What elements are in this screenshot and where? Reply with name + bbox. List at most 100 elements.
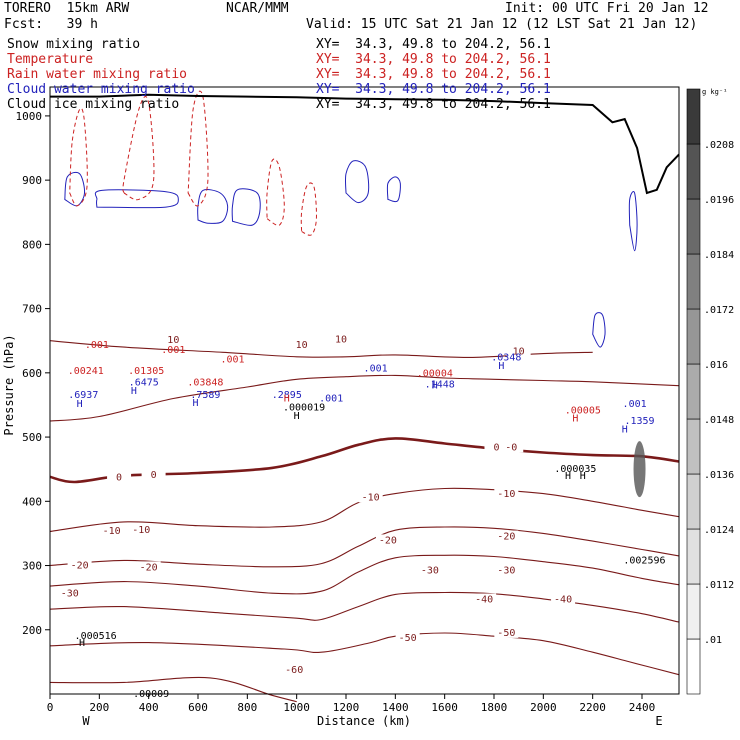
x-tick-label: 1200 bbox=[333, 701, 360, 714]
y-tick-label: 400 bbox=[22, 495, 42, 508]
cloud-contour-layer bbox=[64, 90, 646, 498]
isotherm-line bbox=[49, 487, 680, 533]
x-tick-label: 0 bbox=[47, 701, 54, 714]
isotherm-label: -30 bbox=[421, 566, 439, 577]
colorbar-swatch bbox=[686, 308, 701, 365]
isotherm-label-bg bbox=[107, 471, 132, 483]
terrain-profile bbox=[50, 93, 680, 195]
colorbar-label: .0196 bbox=[704, 195, 734, 206]
max-value-label: .001 bbox=[85, 340, 109, 351]
cloud-water-contour bbox=[231, 188, 261, 226]
x-tick-label: 200 bbox=[89, 701, 109, 714]
y-tick-label: 900 bbox=[22, 174, 42, 187]
isotherm-label: -10 bbox=[497, 489, 515, 500]
max-value-label: H bbox=[565, 471, 571, 482]
isotherm-label: 10 bbox=[335, 334, 347, 345]
field-label-rain: Rain water mixing ratio bbox=[7, 67, 188, 82]
x-tick-label: 1000 bbox=[283, 701, 310, 714]
field-xy-cloud-water: XY= 34.3, 49.8 to 204.2, 56.1 bbox=[316, 82, 551, 97]
colorbar-label: .01 bbox=[704, 635, 722, 646]
max-value-label: .00009 bbox=[133, 689, 169, 700]
max-value-label: .6937 bbox=[68, 390, 98, 401]
isotherm-label: -20 bbox=[140, 562, 158, 573]
max-value-label: .00004 bbox=[417, 369, 453, 380]
model-title: TORERO 15km ARW bbox=[4, 1, 130, 16]
colorbar-swatch bbox=[686, 253, 701, 310]
x-tick-label: 1800 bbox=[481, 701, 508, 714]
max-value-label: .001 bbox=[319, 394, 343, 405]
isotherm-label: -50 bbox=[497, 628, 515, 639]
rain-water-contour bbox=[69, 107, 88, 207]
field-label-snow: Snow mixing ratio bbox=[7, 37, 141, 52]
cloud-water-contour bbox=[197, 189, 229, 224]
plot-area bbox=[50, 87, 679, 694]
x-tick-label: 2000 bbox=[530, 701, 557, 714]
isotherm-label: 0 bbox=[493, 442, 499, 453]
max-value-label: .1359 bbox=[624, 416, 654, 427]
max-value-label: .001 bbox=[220, 355, 244, 366]
x-tick-label: 2200 bbox=[579, 701, 606, 714]
max-value-label: .7589 bbox=[190, 390, 220, 401]
colorbar-swatch bbox=[686, 418, 701, 475]
y-tick-label: 500 bbox=[22, 431, 42, 444]
isotherm-label: -30 bbox=[497, 566, 515, 577]
isotherm-label: -10 bbox=[103, 526, 121, 537]
max-value-label: .03848 bbox=[187, 378, 223, 389]
center-title: NCAR/MMM bbox=[226, 1, 289, 16]
rain-water-contour bbox=[300, 182, 317, 236]
colorbar-label: .0208 bbox=[704, 140, 734, 151]
isotherm-label: -20 bbox=[497, 532, 515, 543]
max-value-label: .00241 bbox=[68, 366, 104, 377]
rain-water-contour bbox=[122, 96, 155, 201]
isotherm-label-bg bbox=[289, 339, 314, 351]
max-value-label: .002596 bbox=[623, 556, 665, 567]
y-tick-label: 800 bbox=[22, 238, 42, 251]
field-label-cloud-ice: Cloud ice mixing ratio bbox=[7, 97, 180, 112]
max-value-label: H bbox=[79, 638, 85, 649]
west-end-label: W bbox=[82, 714, 90, 728]
cloud-water-contour bbox=[628, 190, 638, 252]
snow-maximum-shading bbox=[633, 441, 646, 498]
isotherm-label: -0 bbox=[505, 442, 517, 453]
isotherm-label-bg bbox=[375, 534, 400, 546]
colorbar-swatch bbox=[686, 143, 701, 200]
isotherm-label: -40 bbox=[554, 595, 572, 606]
colorbar-swatch bbox=[686, 473, 701, 530]
isotherm-label: -20 bbox=[71, 560, 89, 571]
isotherm-label-bg bbox=[282, 664, 307, 676]
max-value-label: H bbox=[193, 398, 199, 409]
colorbar-swatch bbox=[686, 363, 701, 420]
isotherm-label-bg bbox=[358, 491, 383, 503]
isotherm-line bbox=[49, 437, 680, 484]
max-value-label: H bbox=[131, 386, 137, 397]
isotherm-label-bg bbox=[395, 632, 420, 644]
field-xy-temperature: XY= 34.3, 49.8 to 204.2, 56.1 bbox=[316, 52, 551, 67]
x-tick-label: 1400 bbox=[382, 701, 409, 714]
isotherm-line bbox=[49, 374, 680, 422]
colorbar-label: .0136 bbox=[704, 470, 734, 481]
rain-water-contour bbox=[187, 90, 209, 207]
colorbar-label: .0124 bbox=[704, 525, 734, 536]
cloud-water-contour bbox=[386, 176, 401, 203]
y-axis: 200 300 400 500 600 700 800 900 1000 bbox=[16, 110, 50, 637]
max-value-label: .000019 bbox=[283, 403, 325, 414]
x-tick-label: 1600 bbox=[431, 701, 458, 714]
max-value-label: .001 bbox=[161, 345, 185, 356]
isotherm-label-bg bbox=[494, 626, 519, 638]
plot-frame bbox=[49, 86, 680, 695]
max-value-label: .1448 bbox=[425, 380, 455, 391]
colorbar-swatch bbox=[686, 583, 701, 640]
isotherm-label-bg bbox=[472, 593, 497, 605]
isotherm-label: -20 bbox=[379, 535, 397, 546]
isotherm-label-bg bbox=[136, 561, 161, 573]
colorbar-unit: g kg⁻¹ bbox=[702, 88, 727, 96]
field-xy-rain: XY= 34.3, 49.8 to 204.2, 56.1 bbox=[316, 67, 551, 82]
field-xy-cloud-ice: XY= 34.3, 49.8 to 204.2, 56.1 bbox=[316, 97, 551, 112]
isotherm-label: -60 bbox=[285, 665, 303, 676]
colorbar-swatch bbox=[686, 528, 701, 585]
y-tick-label: 300 bbox=[22, 560, 42, 573]
isotherm-label-bg bbox=[484, 441, 509, 453]
colorbar-swatch bbox=[686, 88, 701, 145]
max-value-label: .0348 bbox=[491, 353, 521, 364]
x-tick-label: 600 bbox=[188, 701, 208, 714]
